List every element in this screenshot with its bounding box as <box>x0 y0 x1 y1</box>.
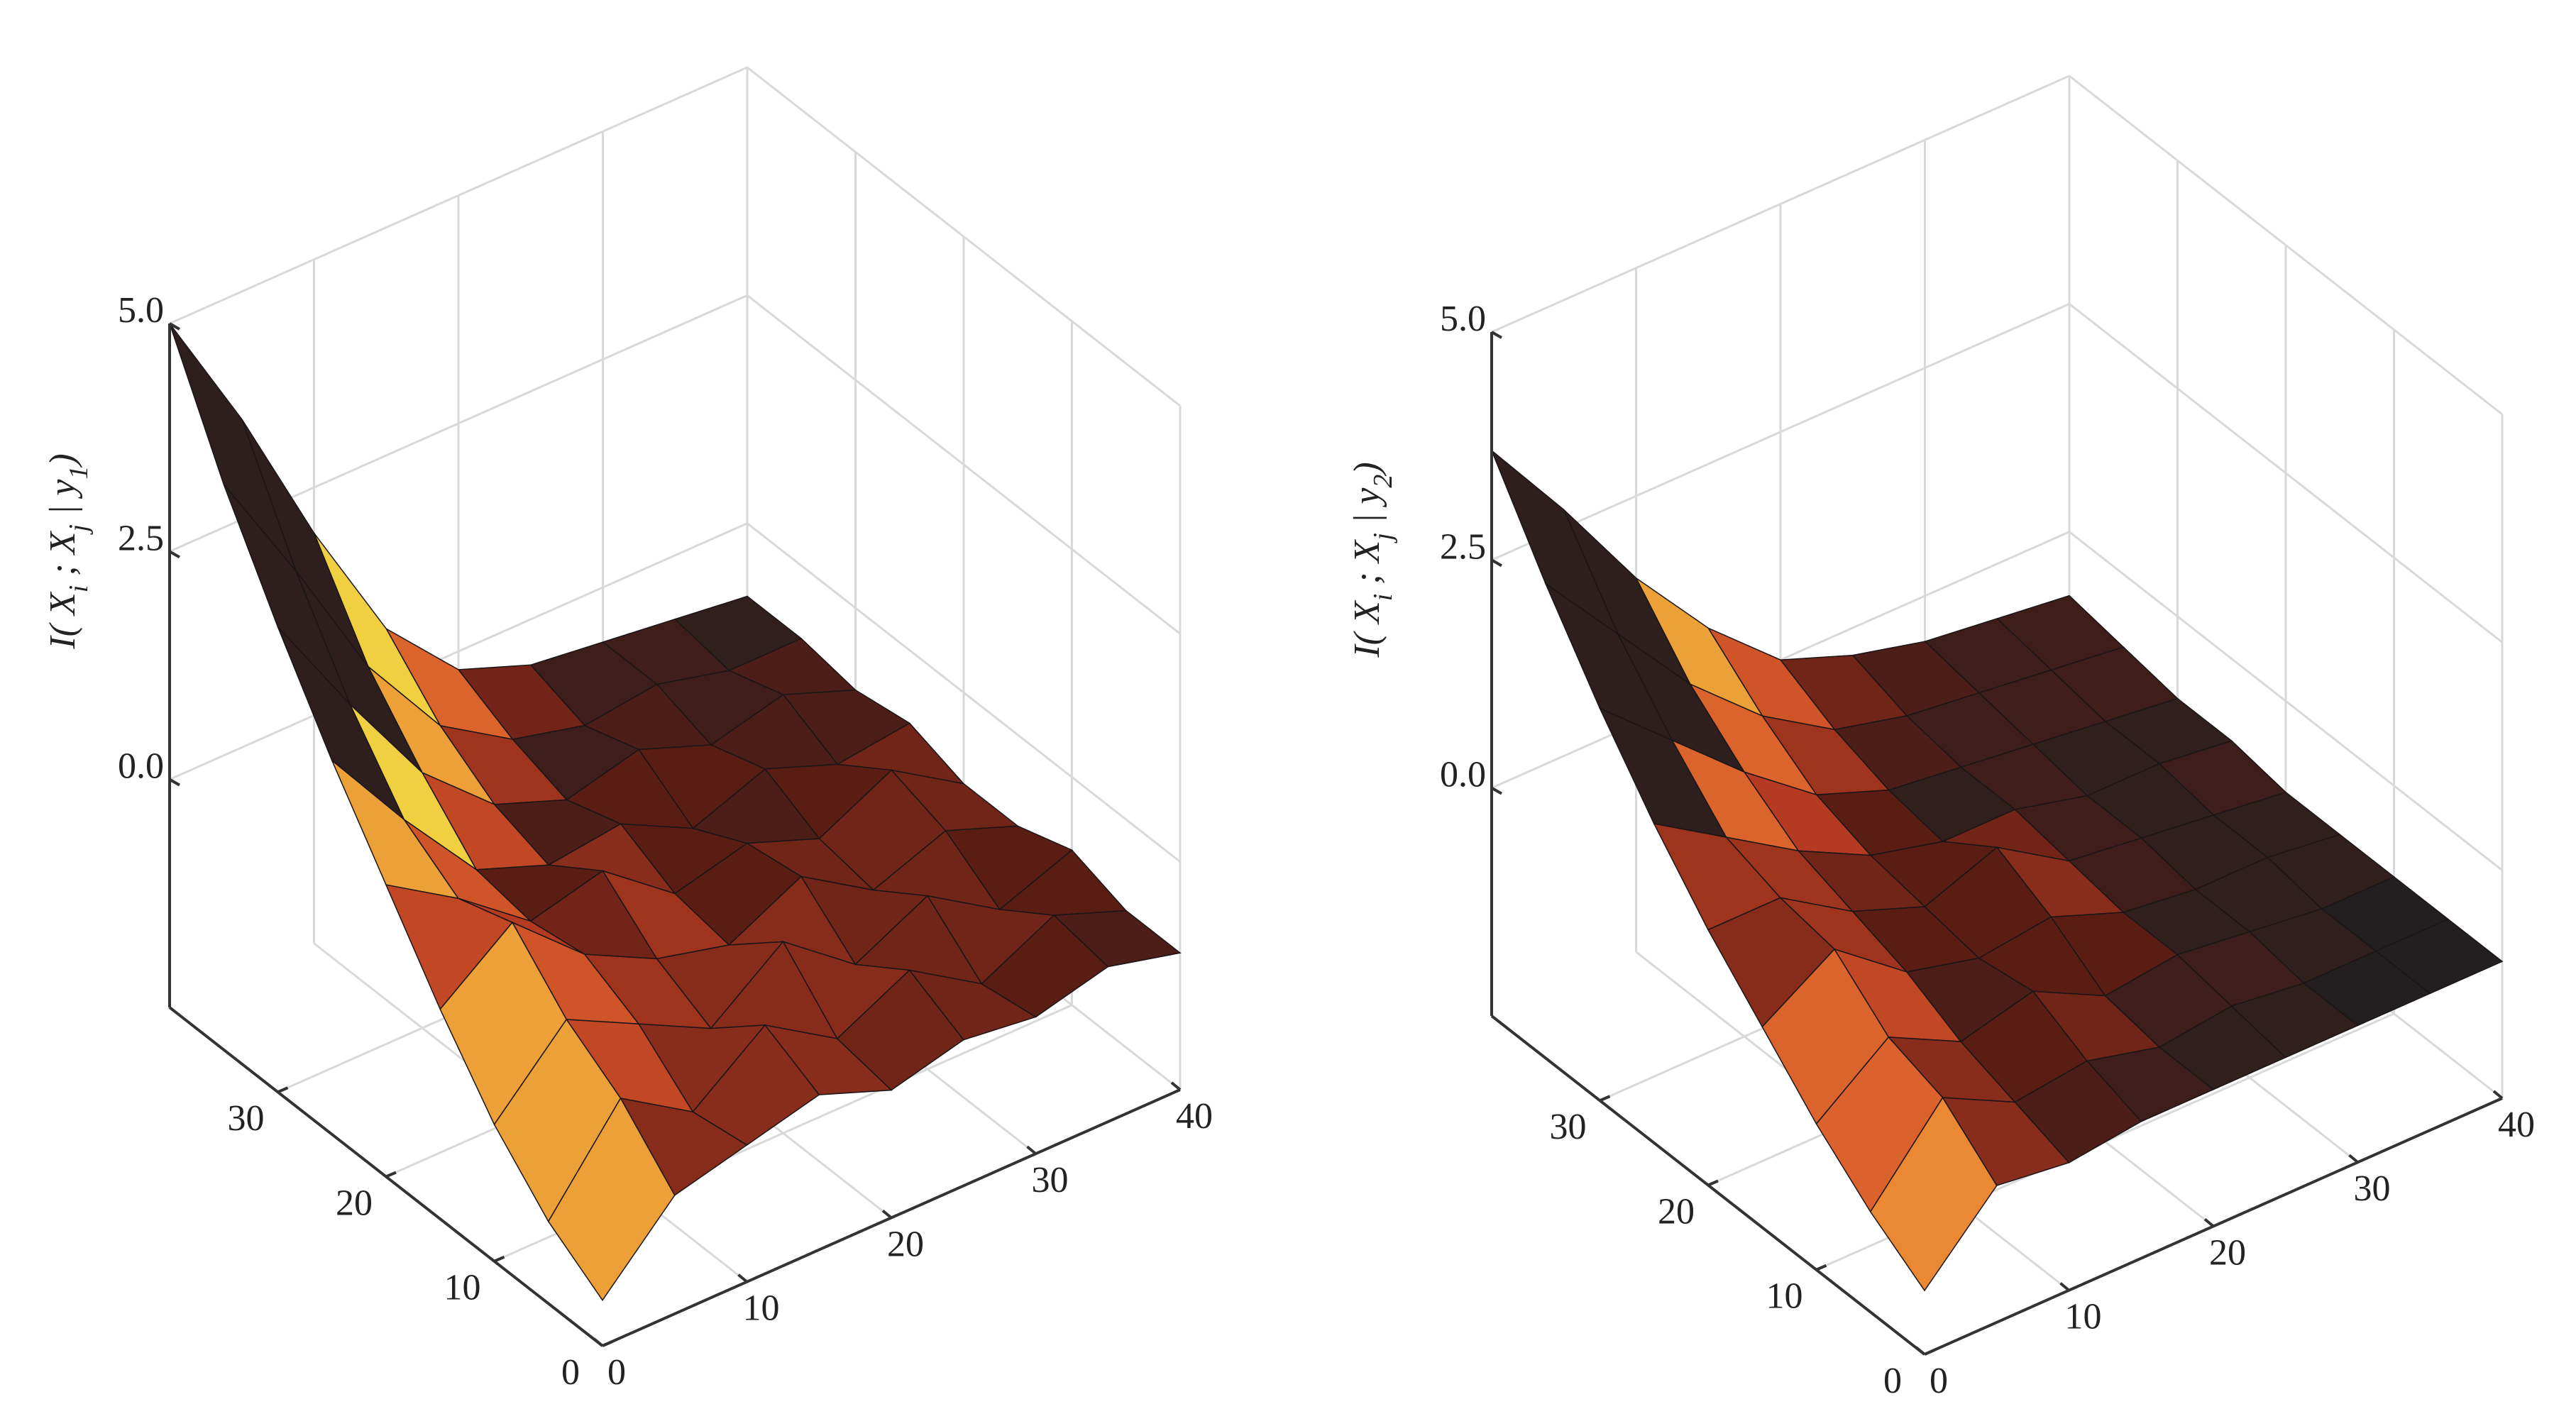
z-axis-label-subscript: i <box>1368 594 1398 602</box>
x-tick-label: 10 <box>743 1288 780 1329</box>
x-tick <box>2203 1217 2215 1228</box>
y-tick <box>493 1255 505 1263</box>
x-tick <box>881 1209 893 1220</box>
x-tick <box>1170 1081 1182 1091</box>
x-tick-label: 0 <box>1930 1361 1948 1401</box>
z-axis-label-part: I( X <box>1347 599 1387 658</box>
z-tick <box>169 322 180 331</box>
y-tick-label: 20 <box>1658 1191 1695 1232</box>
x-tick-label: 40 <box>1176 1096 1213 1137</box>
z-axis-label: I( Xi ; Xj | y1) <box>43 453 94 649</box>
surface-patch <box>169 323 297 572</box>
panel: 0 10 20 30 40 0 10 20 30 0.0 2.5 5.0 I( Xi ; Xj | y1… <box>43 66 1213 1393</box>
z-tick-label: 0.0 <box>1440 755 1486 795</box>
grid-line <box>2069 303 2503 643</box>
y-tick <box>1815 1264 1827 1271</box>
z-tick <box>1491 786 1502 795</box>
surface <box>1491 450 2504 1292</box>
y-tick-label: 10 <box>1766 1276 1803 1317</box>
grid-line <box>1491 74 2070 333</box>
surface-patch <box>1869 1096 1998 1292</box>
z-axis-label-part: ) <box>1347 462 1387 476</box>
panel: 0 10 20 30 40 0 10 20 30 0.0 2.5 5.0 I( Xi ; Xj | y2… <box>1347 74 2535 1401</box>
z-tick <box>1491 331 1502 339</box>
grid-line <box>747 294 1181 635</box>
grid-line <box>747 522 1181 863</box>
z-axis-label-part: ; X <box>43 530 83 585</box>
z-tick-label: 5.0 <box>118 290 164 331</box>
x-tick-label: 20 <box>887 1224 924 1264</box>
grid-line <box>169 522 748 781</box>
x-tick-label: 30 <box>1032 1160 1069 1200</box>
y-tick-label: 30 <box>1550 1107 1587 1147</box>
z-axis-label: I( Xi ; Xj | y2) <box>1347 462 1398 658</box>
z-tick-label: 5.0 <box>1440 299 1486 339</box>
z-axis-label-subscript: 2 <box>1368 475 1398 488</box>
z-tick-label: 0.0 <box>118 746 164 787</box>
x-tick <box>2059 1282 2070 1292</box>
y-tick-label: 0 <box>561 1352 580 1393</box>
x-tick <box>593 1337 604 1347</box>
z-axis-label-part: ; X <box>1347 538 1387 593</box>
z-tick <box>169 778 180 787</box>
z-axis-label-subscript: i <box>64 585 94 593</box>
x-tick-label: 20 <box>2209 1232 2246 1273</box>
y-tick-label: 20 <box>336 1183 373 1223</box>
z-axis-label-part: I( X <box>43 591 83 650</box>
y-tick-label: 10 <box>444 1268 481 1308</box>
x-tick-label: 40 <box>2498 1105 2535 1145</box>
x-tick <box>1915 1346 1926 1356</box>
z-axis-label-subscript: 1 <box>64 466 94 480</box>
x-tick <box>2492 1090 2504 1100</box>
y-tick <box>1599 1095 1611 1102</box>
grid-line <box>747 66 1181 407</box>
x-tick <box>2348 1154 2359 1164</box>
z-axis-label-part: | y <box>43 479 83 524</box>
grid-line <box>2069 74 2503 416</box>
z-tick-label: 2.5 <box>1440 526 1486 567</box>
y-tick <box>385 1171 397 1178</box>
x-tick-label: 0 <box>607 1352 626 1393</box>
x-tick <box>737 1273 748 1283</box>
grid-line <box>2069 531 2503 871</box>
y-tick-label: 0 <box>1883 1361 1902 1401</box>
x-tick-label: 10 <box>2065 1297 2102 1337</box>
y-tick <box>1924 1349 1935 1356</box>
z-tick-label: 2.5 <box>118 518 164 558</box>
y-tick <box>1707 1179 1719 1187</box>
z-tick <box>1491 558 1502 568</box>
z-tick <box>169 550 180 559</box>
z-axis-label-part: ) <box>43 453 83 468</box>
surface <box>169 323 1182 1302</box>
surface-patch <box>547 1097 676 1302</box>
grid-line <box>169 66 748 325</box>
z-axis-label-part: | y <box>1347 487 1387 533</box>
x-tick-label: 30 <box>2354 1168 2391 1209</box>
y-tick <box>602 1340 613 1347</box>
y-tick-label: 30 <box>228 1098 265 1139</box>
grid-line <box>1491 302 2070 561</box>
y-tick <box>277 1086 289 1094</box>
x-tick <box>1026 1145 1037 1155</box>
